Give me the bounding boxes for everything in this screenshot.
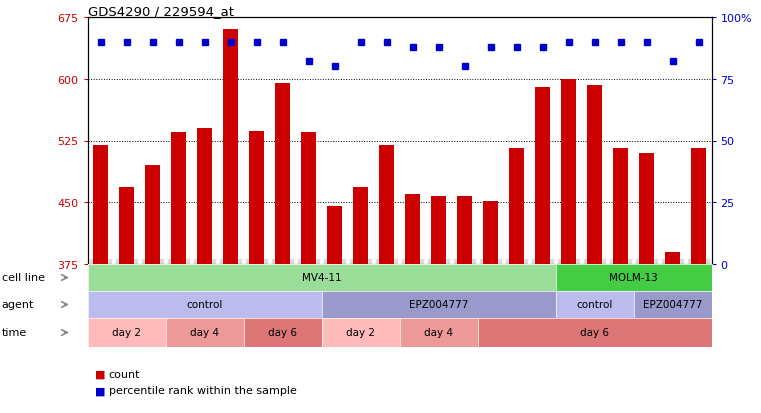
Bar (457, 196, 473, 264)
Bar (509, 149, 524, 264)
Bar (535, 88, 550, 264)
Text: day 6: day 6 (268, 328, 297, 338)
Bar (145, 166, 161, 264)
Text: day 2: day 2 (112, 328, 141, 338)
Text: day 4: day 4 (424, 328, 453, 338)
Bar (326, 207, 342, 264)
Text: count: count (109, 369, 140, 379)
Bar (93, 145, 108, 264)
Text: control: control (186, 300, 223, 310)
Text: MOLM-13: MOLM-13 (609, 273, 658, 283)
Bar (431, 196, 447, 264)
Text: agent: agent (2, 300, 34, 310)
Bar (379, 145, 394, 264)
Bar (638, 154, 654, 264)
Bar (691, 149, 706, 264)
Bar (353, 188, 368, 264)
Bar (665, 252, 680, 264)
Text: cell line: cell line (2, 273, 45, 283)
Text: ■: ■ (95, 386, 106, 396)
Bar (561, 80, 576, 264)
Text: day 4: day 4 (190, 328, 219, 338)
Bar (249, 131, 264, 264)
Text: day 6: day 6 (580, 328, 609, 338)
Bar (196, 129, 212, 264)
Text: percentile rank within the sample: percentile rank within the sample (109, 386, 297, 396)
Bar (275, 84, 291, 264)
Bar (170, 133, 186, 264)
Text: GDS4290 / 229594_at: GDS4290 / 229594_at (88, 5, 234, 18)
Bar (405, 195, 420, 264)
Bar (482, 201, 498, 264)
Text: time: time (2, 328, 27, 338)
Bar (587, 86, 603, 264)
Text: day 2: day 2 (346, 328, 375, 338)
Bar (119, 188, 135, 264)
Text: EPZ004777: EPZ004777 (409, 300, 468, 310)
Text: ■: ■ (95, 369, 106, 379)
Text: control: control (576, 300, 613, 310)
Bar (301, 133, 317, 264)
Bar (223, 30, 238, 264)
Text: EPZ004777: EPZ004777 (643, 300, 702, 310)
Bar (613, 149, 629, 264)
Text: MV4-11: MV4-11 (301, 273, 342, 283)
